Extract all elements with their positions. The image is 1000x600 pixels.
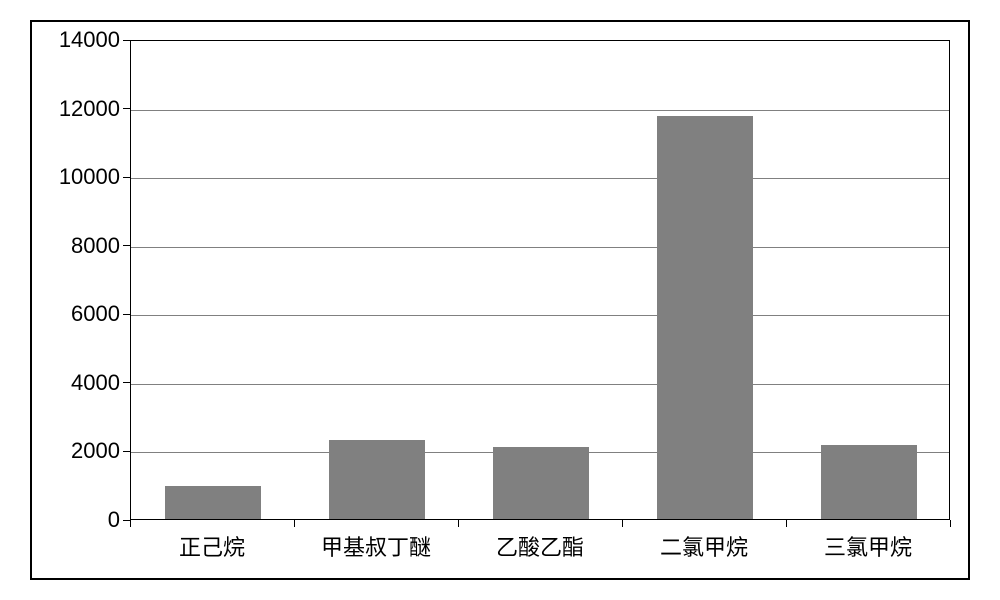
y-tick-label: 14000 bbox=[36, 27, 120, 53]
x-tick-mark bbox=[294, 520, 295, 527]
y-tick-label: 10000 bbox=[36, 164, 120, 190]
bar bbox=[493, 447, 588, 519]
y-tick-mark bbox=[123, 245, 130, 246]
y-tick-mark bbox=[123, 177, 130, 178]
plot-area bbox=[130, 40, 950, 520]
y-tick-label: 6000 bbox=[36, 301, 120, 327]
bar bbox=[657, 116, 752, 519]
x-tick-label: 乙酸乙酯 bbox=[496, 530, 584, 562]
y-tick-mark bbox=[123, 382, 130, 383]
x-tick-label: 甲基叔丁醚 bbox=[321, 530, 431, 562]
bar bbox=[821, 445, 916, 519]
x-tick-mark bbox=[950, 520, 951, 527]
x-tick-label: 三氯甲烷 bbox=[824, 530, 912, 562]
y-tick-label: 8000 bbox=[36, 233, 120, 259]
y-tick-mark bbox=[123, 314, 130, 315]
x-tick-mark bbox=[622, 520, 623, 527]
y-tick-label: 2000 bbox=[36, 438, 120, 464]
gridline bbox=[131, 384, 949, 385]
x-tick-mark bbox=[130, 520, 131, 527]
gridline bbox=[131, 178, 949, 179]
y-tick-mark bbox=[123, 40, 130, 41]
gridline bbox=[131, 315, 949, 316]
x-tick-label: 正己烷 bbox=[179, 530, 245, 562]
x-tick-mark bbox=[458, 520, 459, 527]
y-tick-mark bbox=[123, 451, 130, 452]
bar bbox=[329, 440, 424, 519]
x-tick-mark bbox=[786, 520, 787, 527]
y-tick-mark bbox=[123, 108, 130, 109]
y-tick-label: 4000 bbox=[36, 370, 120, 396]
x-tick-label: 二氯甲烷 bbox=[660, 530, 748, 562]
gridline bbox=[131, 110, 949, 111]
gridline bbox=[131, 247, 949, 248]
bar bbox=[165, 486, 260, 519]
y-tick-label: 0 bbox=[36, 507, 120, 533]
y-tick-label: 12000 bbox=[36, 96, 120, 122]
